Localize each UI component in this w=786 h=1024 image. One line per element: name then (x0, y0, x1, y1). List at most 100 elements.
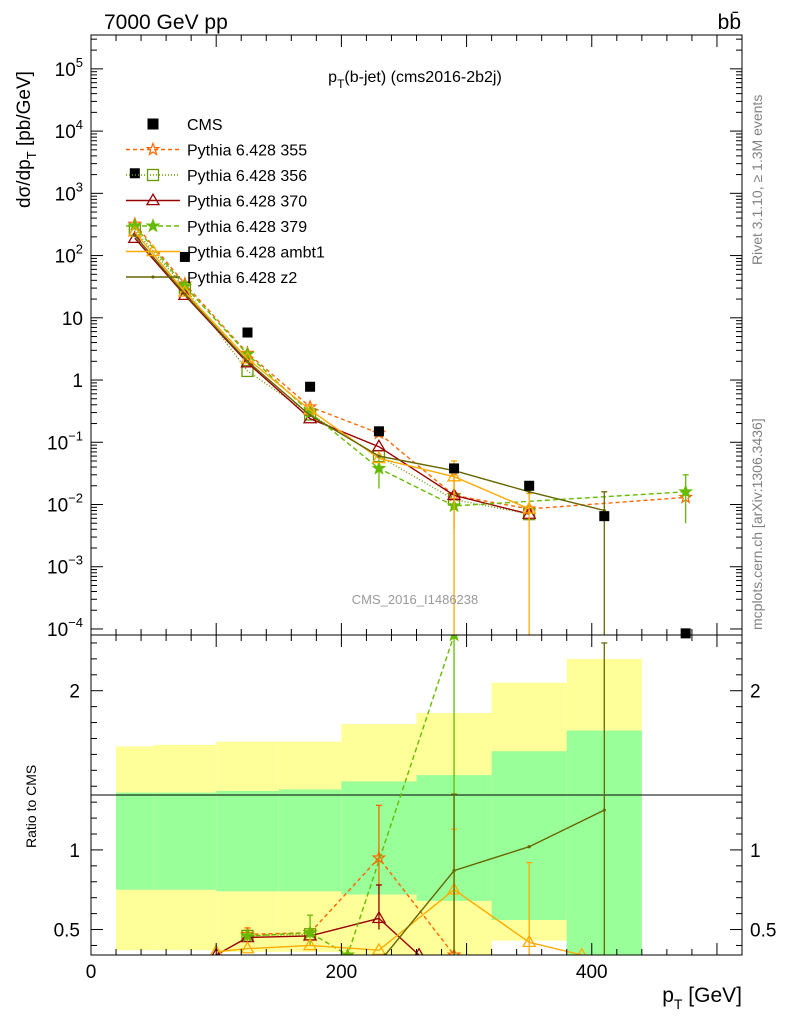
legend-marker (145, 218, 161, 233)
y-tick-label: 103 (55, 179, 83, 205)
legend-entry: CMS (147, 117, 223, 134)
main-marker (308, 413, 312, 418)
ratio-marker (240, 941, 255, 954)
main-series (127, 218, 694, 524)
legend-entry: Pythia 6.428 355 (126, 141, 307, 160)
main-marker (446, 469, 462, 482)
legend-marker (151, 275, 155, 279)
legend-label: Pythia 6.428 356 (187, 168, 307, 185)
main-y-axis-label: dσ/dpT [pb/GeV] (14, 71, 39, 208)
main-marker (133, 233, 137, 238)
legend: CMS Pythia 6.428 355 Pythia 6.428 356 Pythi… (126, 117, 325, 287)
ratio-y-tick-label-right: 1 (750, 841, 761, 862)
legend-label: Pythia 6.428 ambt1 (187, 245, 325, 262)
ratio-marker (446, 947, 462, 955)
ratio-axis-ticks (90, 635, 742, 955)
y-tick-label: 10 (62, 309, 83, 330)
legend-entry: Pythia 6.428 ambt1 (126, 243, 325, 262)
ratio-band-green (153, 792, 217, 890)
cms-data-point (129, 168, 140, 179)
ratio-marker (452, 869, 456, 873)
ratio-series (240, 804, 462, 955)
legend-label: Pythia 6.428 355 (187, 143, 307, 160)
ratio-marker (240, 928, 255, 943)
main-marker (241, 364, 254, 378)
rivet-version-label: Rivet 3.1.10, ≥ 1.3M events (749, 95, 765, 265)
ratio-y-tick-label: 2 (69, 682, 80, 703)
ratio-marker (449, 635, 459, 642)
main-series (133, 233, 608, 635)
ratio-line (384, 809, 605, 955)
ratio-y-tick-label: 0.5 (54, 921, 80, 942)
cms-data-point (524, 480, 535, 491)
ratio-series (383, 642, 608, 955)
ratio-plot-data (209, 635, 608, 955)
x-tick-label: 0 (86, 962, 97, 983)
ratio-marker (371, 910, 387, 924)
y-tick-label: 10−2 (47, 491, 83, 517)
cms-data-point (449, 463, 460, 474)
main-marker (245, 359, 250, 363)
x-tick-label: 200 (326, 962, 358, 983)
ratio-line (247, 856, 455, 955)
ratio-marker (371, 942, 387, 955)
y-tick-label: 105 (55, 55, 83, 81)
ratio-marker (577, 947, 587, 955)
ratio-marker (302, 937, 318, 951)
cms-data-point (599, 511, 610, 522)
cms-data-point (179, 251, 190, 262)
main-marker (377, 454, 381, 458)
main-marker (177, 287, 193, 301)
ratio-y-axis-label: Ratio to CMS (23, 765, 39, 848)
main-plot-data (127, 216, 694, 635)
y-tick-label: 10−1 (47, 428, 83, 454)
main-marker (527, 490, 531, 494)
main-line (134, 235, 605, 512)
legend-label: Pythia 6.428 370 (187, 194, 307, 211)
ratio-marker (211, 947, 221, 955)
ratio-marker (521, 934, 537, 948)
legend-marker (145, 243, 161, 257)
main-marker (127, 230, 142, 243)
collision-label: 7000 GeV pp (104, 11, 228, 34)
cms-data-point (373, 426, 384, 437)
ratio-band-green (278, 789, 342, 892)
main-marker (521, 501, 537, 514)
y-tick-label: 10−4 (47, 615, 83, 641)
x-axis-label: pT [GeV] (662, 984, 742, 1012)
ratio-y-tick-labels: 0.5 0.5 1 1 2 2 (54, 682, 777, 942)
mcplots-label: mcplots.cern.ch [arXiv:1306.3436] (749, 418, 765, 630)
x-tick-labels: 0 200 400 (86, 962, 608, 983)
ratio-y-tick-label: 1 (69, 841, 80, 862)
y-tick-label: 1 (72, 371, 83, 392)
ratio-y-tick-label-right: 2 (750, 682, 761, 703)
ratio-band-green (116, 792, 154, 890)
y-tick-label: 10−3 (47, 553, 83, 579)
main-series (127, 216, 694, 530)
ratio-marker (340, 947, 356, 955)
y-tick-label: 104 (55, 117, 83, 143)
cms-data-point (680, 628, 691, 639)
legend-label: CMS (187, 117, 223, 134)
main-marker (371, 439, 387, 452)
main-line (134, 225, 686, 507)
ratio-marker (371, 850, 387, 865)
legend-marker (145, 192, 161, 206)
ratio-marker (527, 845, 531, 849)
ratio-y-tick-label-right: 0.5 (750, 921, 776, 942)
legend-label: Pythia 6.428 z2 (187, 270, 297, 287)
cms-data-point (242, 327, 253, 338)
legend-marker (146, 168, 160, 182)
ratio-marker (602, 808, 606, 812)
main-marker (183, 292, 187, 296)
ratio-marker (209, 944, 223, 955)
reference-markers (129, 168, 691, 639)
main-line (134, 223, 686, 510)
cms-data-point (305, 381, 316, 392)
main-y-tick-labels: 10−4 10−3 10−2 10−1 1 10 102 103 104 105 (47, 55, 83, 641)
ratio-marker (302, 924, 318, 940)
legend-entry: Pythia 6.428 379 (126, 218, 307, 236)
main-marker (678, 483, 694, 499)
analysis-watermark: CMS_2016_I1486238 (352, 592, 479, 607)
